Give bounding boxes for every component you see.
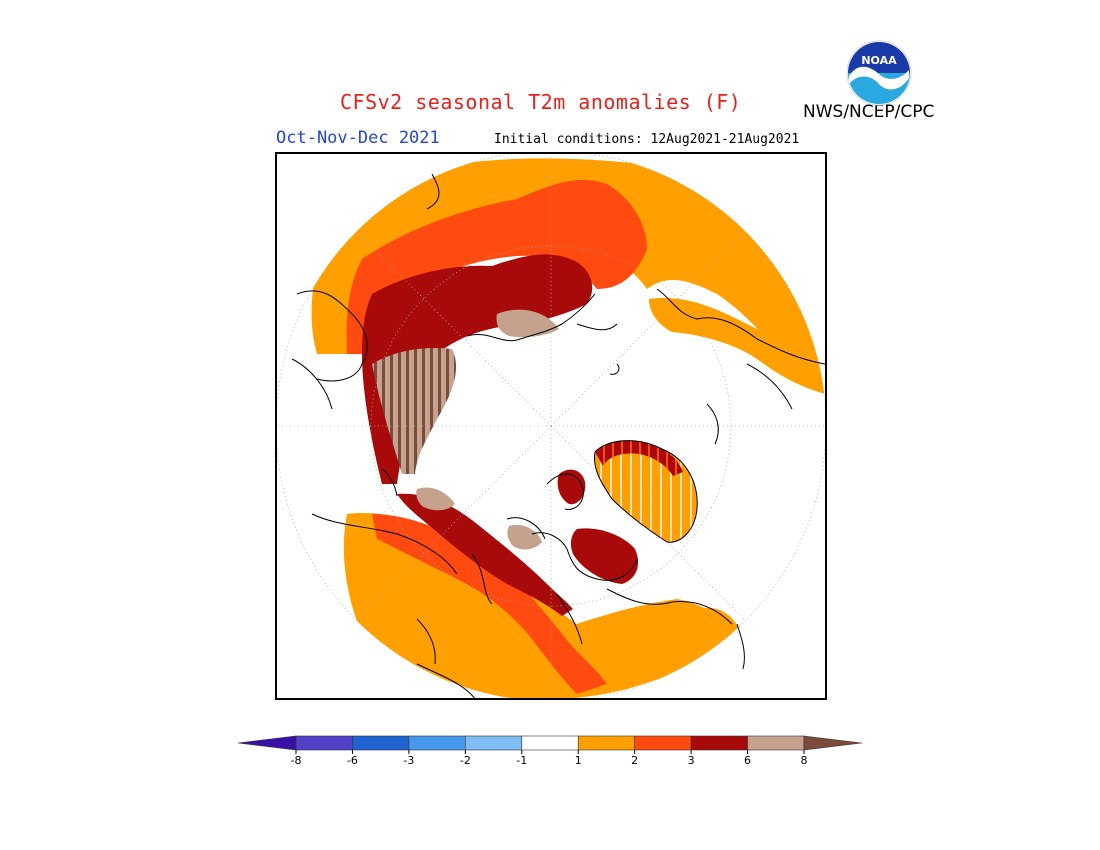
legend-tick-label: 1 <box>575 754 582 767</box>
legend-tick-label: -8 <box>291 754 302 767</box>
legend-tick-label: -3 <box>403 754 414 767</box>
coastlines <box>291 173 825 698</box>
polar-map <box>277 154 825 698</box>
legend-bin <box>747 735 805 751</box>
graticule <box>277 154 825 698</box>
legend-bin <box>577 735 635 751</box>
legend-bin <box>408 735 466 751</box>
legend-bin <box>634 735 692 751</box>
legend-tick-label: 8 <box>801 754 808 767</box>
chart-title: CFSv2 seasonal T2m anomalies (F) <box>340 90 742 114</box>
anomaly-region-siberia-6plus <box>372 347 457 474</box>
anomaly-region-baffin-3to6 <box>557 469 586 505</box>
map-panel <box>275 152 827 700</box>
anomaly-region-namerica-2to3 <box>372 514 607 694</box>
anomaly-region-canada-3to6 <box>397 493 573 616</box>
anomaly-region-greenland-rim <box>595 440 683 476</box>
legend-bin <box>521 735 579 751</box>
season-label: Oct-Nov-Dec 2021 <box>276 128 440 148</box>
initial-conditions-label: Initial conditions: 12Aug2021-21Aug2021 <box>494 132 800 147</box>
legend-bin <box>690 735 748 751</box>
legend-tick-label: 3 <box>688 754 695 767</box>
anomaly-region-arctic-islands-6plus <box>507 524 542 550</box>
legend-bin <box>352 735 410 751</box>
logo-text: NOAA <box>861 54 897 67</box>
anomaly-region-eurasia-1to2 <box>311 158 825 379</box>
color-legend: -8 -6 -3 -2 -1 1 2 3 6 8 <box>238 735 862 767</box>
anomaly-region-alaska-6plus <box>416 487 455 511</box>
legend-tick-label: -6 <box>347 754 358 767</box>
legend-tick-label: -1 <box>516 754 527 767</box>
legend-bin <box>803 735 862 751</box>
noaa-logo: NOAA <box>846 40 912 106</box>
legend-tick-label: 2 <box>631 754 638 767</box>
legend-tick-label: 6 <box>744 754 751 767</box>
anomaly-region-kamchatka-6plus <box>496 309 559 338</box>
anomaly-region-labrador-1to2 <box>695 607 739 637</box>
legend-bin <box>295 735 353 751</box>
anomaly-region-eurasia-3to6 <box>362 254 593 484</box>
anomaly-region-hudson-3to6 <box>570 528 639 584</box>
anomaly-region-scandinavia-1to2 <box>649 298 825 394</box>
agency-label: NWS/NCEP/CPC <box>803 102 935 122</box>
anomaly-region-eurasia-2to3 <box>346 179 647 354</box>
legend-tick-label: -2 <box>460 754 471 767</box>
legend-bin <box>465 735 523 751</box>
legend-bin <box>238 735 297 751</box>
